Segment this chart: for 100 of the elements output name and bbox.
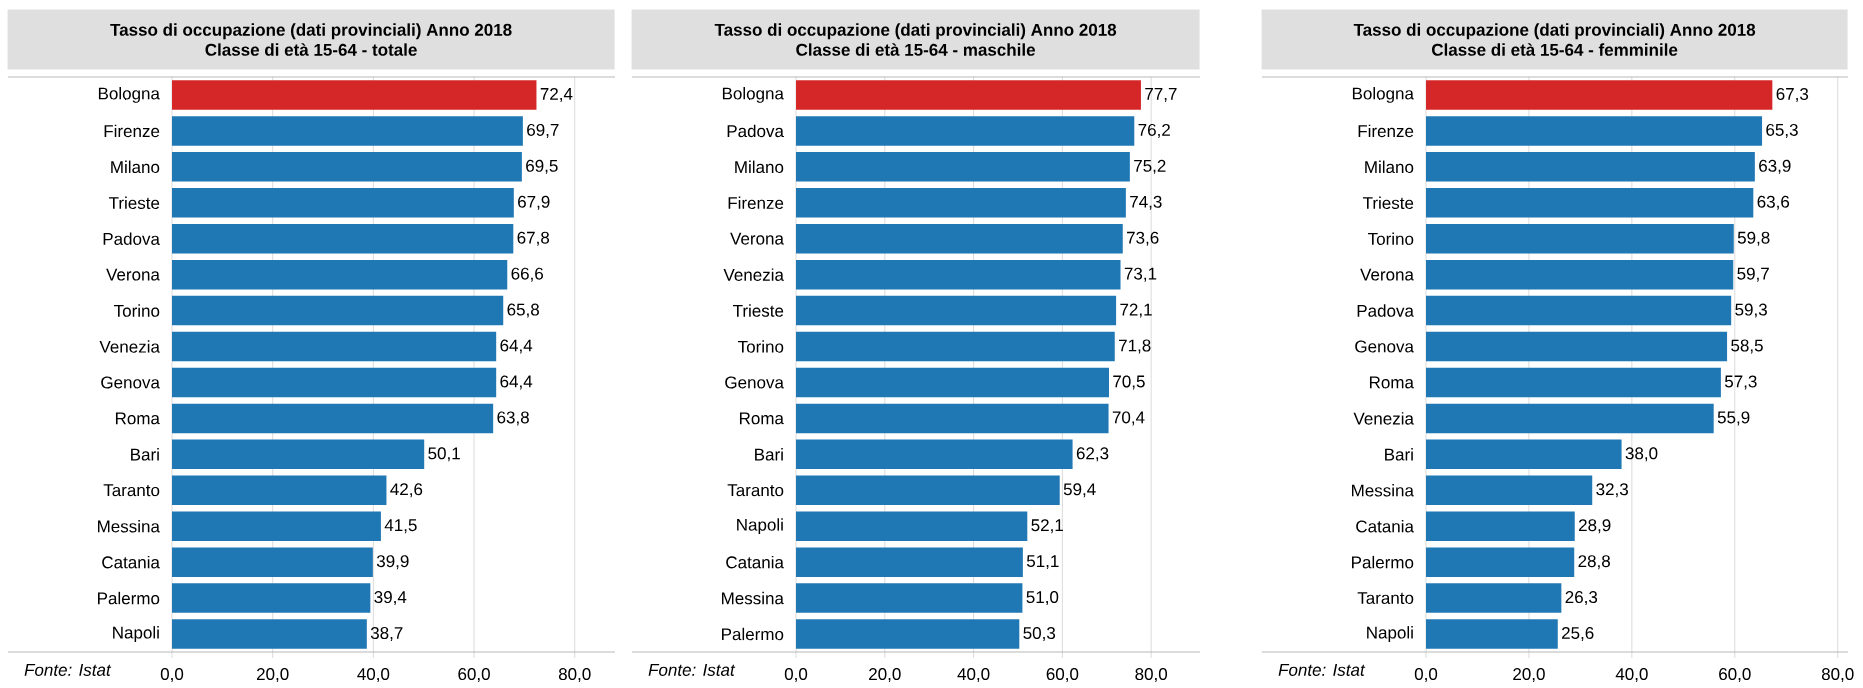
chart-title: Tasso di occupazione (dati provinciali) Anno 2018	[110, 23, 512, 40]
x-tick-label: 60,0	[1046, 668, 1079, 683]
bar	[1426, 619, 1558, 649]
y-tick-label: Catania	[726, 555, 784, 569]
data-label: 25,6	[1562, 627, 1594, 642]
y-tick-label: Milano	[735, 160, 784, 174]
data-label: 76,2	[1138, 123, 1170, 138]
bar	[1426, 583, 1562, 613]
y-tick-label: Padova	[727, 124, 784, 138]
y-tick-label: Genova	[101, 376, 160, 389]
data-label: 26,3	[1565, 591, 1598, 606]
bar	[1426, 259, 1734, 290]
bar	[796, 116, 1135, 146]
y-tick-label: Roma	[739, 412, 784, 425]
source-note: Fonte: Istat	[648, 664, 736, 676]
y-tick-label: Milano	[111, 160, 160, 174]
y-tick-label: Napoli	[1367, 626, 1413, 642]
x-tick-label: 20,0	[869, 668, 901, 683]
chart-subtitle: Classe di età 15-64 - totale	[205, 43, 417, 56]
data-label: 66,6	[511, 267, 544, 282]
y-tick-label: Trieste	[108, 196, 160, 209]
bar	[1426, 367, 1721, 398]
y-tick-label: Firenze	[104, 124, 160, 138]
y-tick-label: Messina	[98, 519, 160, 533]
bar	[172, 152, 522, 182]
data-label: 69,7	[527, 123, 559, 138]
chart-subtitle: Classe di età 15-64 - femminile	[1431, 43, 1678, 56]
x-tick-label: 40,0	[957, 668, 990, 683]
data-label: 39,4	[374, 591, 407, 606]
y-tick-label: Trieste	[733, 304, 784, 317]
y-tick-label: Catania	[102, 555, 160, 569]
bar	[1426, 80, 1773, 110]
data-label: 73,1	[1124, 267, 1157, 282]
bar	[1426, 439, 1622, 470]
x-tick-label: 80,0	[1821, 668, 1854, 683]
y-tick-label: Messina	[1352, 484, 1414, 497]
bar	[172, 367, 497, 398]
data-label: 67,8	[517, 231, 550, 246]
y-tick-label: Taranto	[727, 484, 784, 497]
y-tick-label: Milano	[1365, 160, 1414, 174]
y-tick-label: Padova	[103, 232, 160, 245]
y-tick-label: Palermo	[98, 591, 160, 605]
bar	[172, 475, 387, 506]
bar	[1426, 152, 1755, 182]
bar	[796, 367, 1109, 398]
y-tick-label: Trieste	[1363, 196, 1414, 209]
y-tick-label: Roma	[1369, 376, 1414, 389]
y-tick-label: Bologna	[722, 87, 784, 103]
data-label: 42,6	[390, 483, 423, 498]
y-tick-label: Roma	[115, 412, 160, 425]
data-label: 63,8	[497, 411, 529, 426]
source-note: Fonte: Istat	[1278, 664, 1366, 676]
x-tick-label: 0,0	[160, 668, 184, 683]
bar	[1426, 223, 1734, 254]
bar	[796, 295, 1117, 326]
bar	[172, 259, 508, 290]
bar	[1426, 403, 1714, 434]
data-label: 50,1	[428, 447, 460, 462]
bar	[796, 403, 1109, 434]
y-tick-label: Padova	[1357, 304, 1414, 317]
data-label: 62,3	[1076, 447, 1109, 462]
y-tick-label: Genova	[1355, 340, 1414, 353]
bar	[172, 188, 514, 218]
data-label: 51,0	[1026, 591, 1059, 606]
data-label: 59,3	[1735, 303, 1767, 318]
data-label: 38,7	[370, 627, 403, 642]
data-label: 39,9	[376, 555, 409, 570]
y-tick-label: Napoli	[113, 626, 159, 642]
data-label: 41,5	[384, 519, 417, 534]
y-tick-label: Venezia	[723, 268, 784, 281]
y-tick-label: Firenze	[1358, 124, 1414, 138]
data-label: 59,8	[1737, 231, 1770, 246]
y-tick-label: Genova	[725, 376, 784, 389]
bar	[796, 619, 1020, 649]
y-tick-label: Napoli	[737, 518, 783, 535]
data-label: 67,3	[1776, 87, 1809, 102]
bar	[172, 511, 381, 541]
bar	[172, 619, 367, 649]
data-label: 75,2	[1134, 159, 1166, 174]
x-tick-label: 0,0	[1414, 668, 1438, 683]
source-note: Fonte: Istat	[24, 664, 112, 676]
data-label: 64,4	[500, 339, 533, 354]
data-label: 72,4	[540, 87, 573, 102]
data-label: 57,3	[1724, 375, 1757, 390]
bar	[172, 223, 514, 254]
bar	[796, 583, 1023, 613]
bar	[1426, 295, 1732, 326]
data-label: 50,3	[1023, 627, 1056, 642]
data-label: 63,6	[1757, 195, 1790, 210]
data-label: 77,7	[1145, 88, 1177, 102]
data-label: 69,5	[526, 159, 558, 174]
x-tick-label: 80,0	[1135, 668, 1168, 683]
data-label: 65,3	[1766, 123, 1798, 138]
y-tick-label: Palermo	[1352, 555, 1414, 569]
x-tick-label: 0,0	[784, 668, 808, 683]
y-tick-label: Verona	[106, 268, 160, 281]
x-tick-label: 40,0	[357, 668, 390, 683]
bar	[172, 331, 497, 362]
y-tick-label: Torino	[114, 304, 160, 317]
y-tick-label: Bari	[131, 448, 159, 461]
